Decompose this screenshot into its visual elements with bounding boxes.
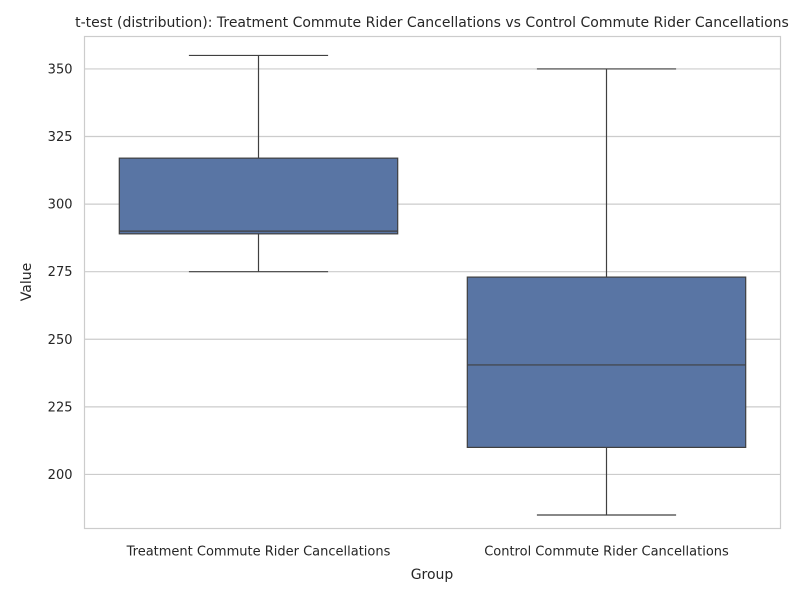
x-tick-label: Treatment Commute Rider Cancellations: [126, 545, 391, 560]
y-tick-label: 200: [48, 468, 73, 483]
y-tick-label: 300: [48, 198, 73, 213]
y-tick-labels: 200 225 250 275 300 325 350: [48, 62, 73, 482]
x-tick-label: Control Commute Rider Cancellations: [484, 545, 729, 560]
y-tick-label: 275: [48, 265, 73, 280]
plot-frame: [83, 35, 782, 530]
x-tick-labels: Treatment Commute Rider Cancellations Con…: [126, 545, 729, 560]
y-tick-label: 325: [48, 130, 73, 145]
box-series: [118, 54, 747, 516]
y-axis-label: Value: [19, 263, 35, 301]
iqr-box: [118, 157, 399, 235]
box-group: [118, 54, 399, 273]
chart-title: t-test (distribution): Treatment Commute…: [75, 15, 789, 31]
y-tick-label: 225: [48, 400, 73, 415]
x-axis-label: Group: [411, 567, 454, 583]
box-group: [466, 68, 747, 516]
y-tick-label: 250: [48, 333, 73, 348]
iqr-box: [466, 276, 747, 449]
y-tick-label: 350: [48, 62, 73, 77]
